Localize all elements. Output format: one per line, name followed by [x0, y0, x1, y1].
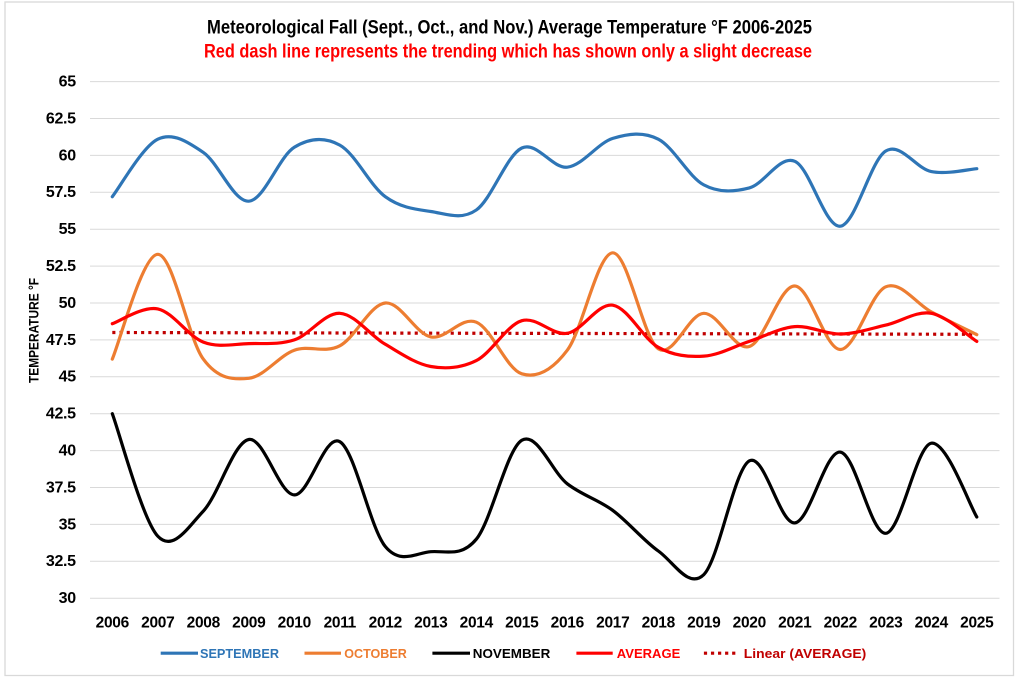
svg-text:65: 65: [59, 74, 77, 91]
svg-text:42.5: 42.5: [46, 406, 76, 423]
svg-text:2013: 2013: [414, 614, 448, 631]
svg-text:2024: 2024: [915, 614, 949, 631]
svg-text:2010: 2010: [278, 614, 311, 631]
svg-text:50: 50: [59, 295, 77, 312]
svg-text:2008: 2008: [187, 614, 221, 631]
svg-text:52.5: 52.5: [46, 258, 76, 275]
svg-text:2019: 2019: [687, 614, 721, 631]
svg-text:2025: 2025: [960, 614, 994, 631]
svg-text:SEPTEMBER: SEPTEMBER: [200, 646, 280, 661]
svg-text:57.5: 57.5: [46, 184, 76, 201]
svg-text:45: 45: [59, 369, 77, 386]
svg-text:Linear (AVERAGE): Linear (AVERAGE): [744, 646, 867, 661]
svg-text:2006: 2006: [96, 614, 130, 631]
svg-text:55: 55: [59, 221, 77, 238]
svg-text:Red dash line represents the t: Red dash line represents the trending wh…: [204, 42, 812, 63]
svg-text:2022: 2022: [824, 614, 857, 631]
svg-text:2011: 2011: [324, 614, 357, 631]
svg-text:60: 60: [59, 147, 77, 164]
svg-text:2023: 2023: [869, 614, 903, 631]
svg-text:AVERAGE: AVERAGE: [617, 646, 681, 661]
svg-text:62.5: 62.5: [46, 110, 76, 127]
svg-text:2021: 2021: [778, 614, 812, 631]
svg-text:2009: 2009: [232, 614, 266, 631]
svg-text:30: 30: [59, 590, 77, 607]
svg-text:47.5: 47.5: [46, 332, 76, 349]
svg-text:2014: 2014: [460, 614, 494, 631]
svg-text:35: 35: [59, 516, 77, 533]
svg-text:2016: 2016: [551, 614, 585, 631]
svg-text:Meteorological Fall (Sept., Oc: Meteorological Fall (Sept., Oct., and No…: [207, 17, 812, 38]
svg-text:2018: 2018: [642, 614, 676, 631]
svg-text:2017: 2017: [596, 614, 629, 631]
svg-text:NOVEMBER: NOVEMBER: [473, 646, 551, 661]
svg-text:40: 40: [59, 443, 77, 460]
svg-text:TEMPERATURE °F: TEMPERATURE °F: [27, 278, 43, 383]
svg-text:37.5: 37.5: [46, 479, 76, 496]
svg-text:2015: 2015: [505, 614, 539, 631]
svg-text:OCTOBER: OCTOBER: [344, 646, 407, 661]
svg-text:2007: 2007: [141, 614, 174, 631]
svg-text:2012: 2012: [369, 614, 402, 631]
svg-text:2020: 2020: [733, 614, 766, 631]
svg-text:32.5: 32.5: [46, 553, 76, 570]
